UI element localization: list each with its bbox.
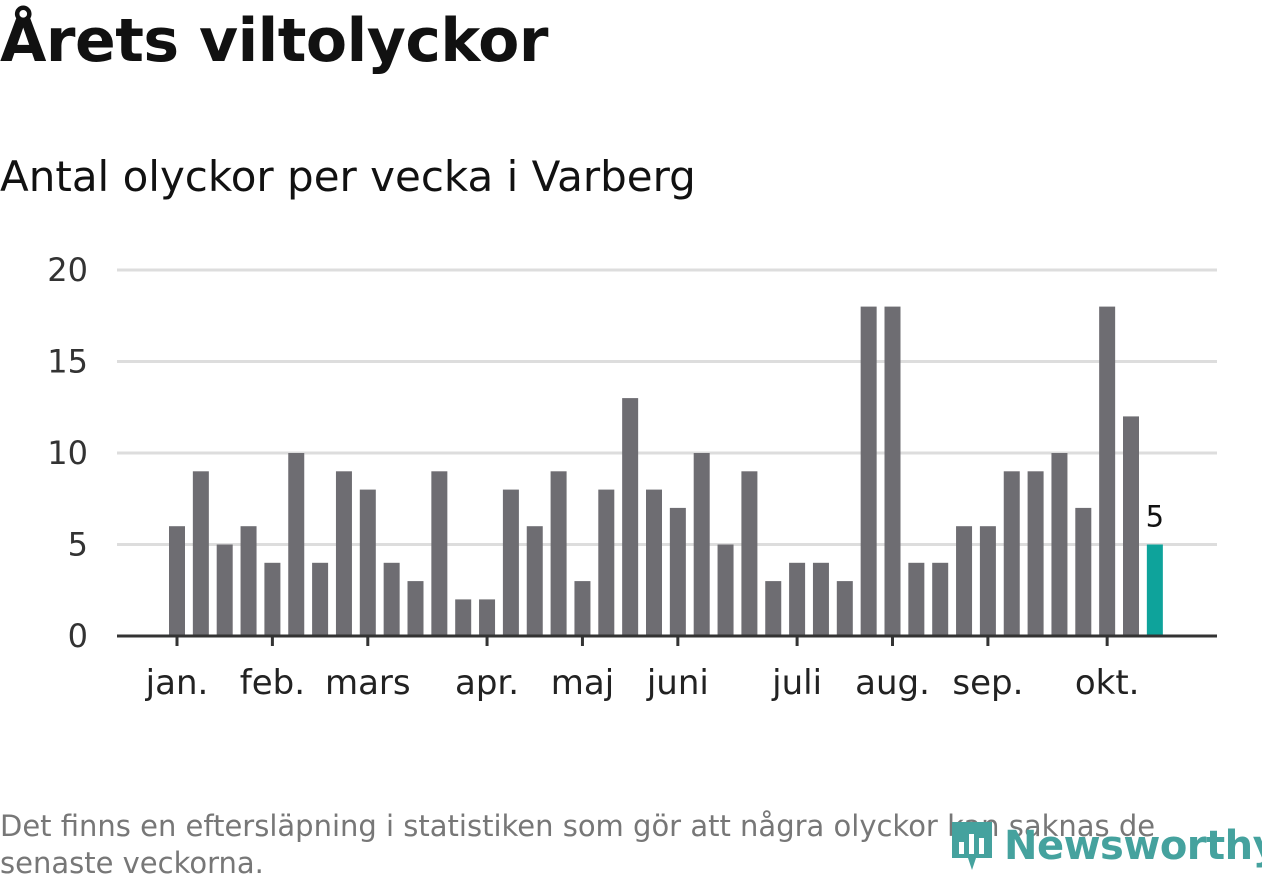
bar	[1123, 416, 1139, 636]
bar	[956, 526, 973, 636]
bar	[479, 599, 496, 636]
bar	[693, 453, 710, 636]
bar-chart-logo-icon	[952, 822, 992, 870]
y-axis-ticks: 0 5 10 15 20	[47, 251, 88, 655]
bar	[240, 526, 257, 636]
bar	[598, 489, 615, 636]
data-label-current-week: 5	[1146, 500, 1164, 534]
bar	[1051, 453, 1068, 636]
bar	[216, 544, 233, 636]
x-tick-label: sep.	[952, 663, 1023, 703]
bar	[860, 306, 877, 636]
x-tick-label: feb.	[240, 663, 305, 703]
x-axis-ticks: jan. feb. mars apr. maj juni juli aug. sep. okt.	[145, 636, 1140, 703]
chart-subtitle: Antal olyckor per vecka i Varberg	[0, 152, 696, 201]
bar	[383, 562, 400, 636]
x-tick-label: juli	[771, 663, 822, 703]
bar	[884, 306, 901, 636]
bar	[431, 471, 448, 636]
bar	[192, 471, 209, 636]
x-tick-label: mars	[325, 663, 411, 703]
bar	[1075, 507, 1092, 636]
bar	[455, 599, 472, 636]
bar	[574, 581, 591, 636]
bar-current-week	[1146, 544, 1163, 636]
bar	[335, 471, 352, 636]
y-tick-label: 15	[47, 343, 88, 381]
bar	[169, 526, 185, 636]
y-tick-label: 20	[47, 251, 88, 289]
bar	[812, 562, 829, 636]
x-tick-label: juni	[646, 663, 709, 703]
bar	[979, 526, 996, 636]
x-tick-label: okt.	[1075, 663, 1140, 703]
chart-title: Årets viltolyckor	[0, 6, 549, 76]
x-tick-label: jan.	[145, 663, 209, 703]
data-labels: 5	[1146, 500, 1164, 534]
bar	[836, 581, 853, 636]
x-tick-label: apr.	[455, 663, 519, 703]
bar	[1003, 471, 1020, 636]
bars	[169, 306, 1163, 636]
bar	[288, 453, 305, 636]
bar	[312, 562, 329, 636]
bar	[1027, 471, 1044, 636]
bar	[669, 507, 686, 636]
bar	[407, 581, 424, 636]
bar	[741, 471, 758, 636]
bar	[717, 544, 734, 636]
y-tick-label: 5	[68, 526, 88, 564]
y-tick-label: 10	[47, 434, 88, 472]
logo-text: Newsworthy	[1004, 823, 1262, 869]
bar	[789, 562, 806, 636]
bar	[359, 489, 376, 636]
bar	[526, 526, 543, 636]
bar	[502, 489, 519, 636]
bar	[765, 581, 782, 636]
bar	[646, 489, 662, 636]
x-tick-label: maj	[551, 663, 614, 703]
y-tick-label: 0	[68, 617, 88, 655]
bar	[622, 398, 639, 636]
bar	[1099, 306, 1116, 636]
bar	[550, 471, 567, 636]
bar	[932, 562, 949, 636]
x-tick-label: aug.	[855, 663, 930, 703]
bar	[908, 562, 925, 636]
bar	[264, 562, 281, 636]
newsworthy-logo: Newsworthy	[948, 818, 1262, 874]
